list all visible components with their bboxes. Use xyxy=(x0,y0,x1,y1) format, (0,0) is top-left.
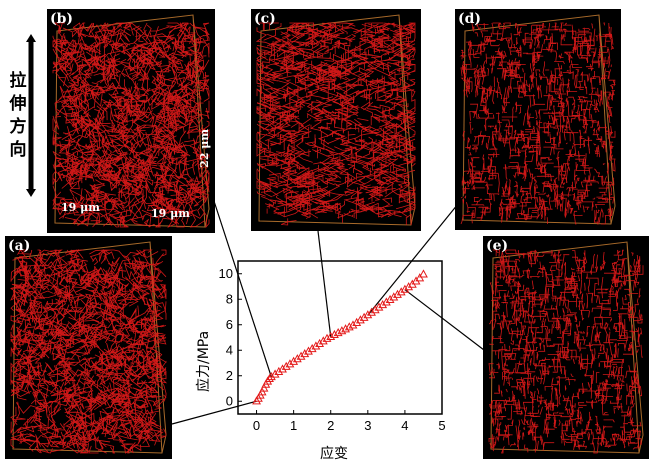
network-filaments-d xyxy=(459,22,616,225)
data-point xyxy=(329,329,339,339)
x-tick-label: 0 xyxy=(253,418,260,433)
data-point xyxy=(355,315,365,324)
y-tick-label: 4 xyxy=(226,342,233,357)
x-tick-label: 4 xyxy=(401,418,408,433)
data-point xyxy=(278,364,287,373)
data-point xyxy=(381,297,391,306)
data-point xyxy=(363,310,373,319)
panel-label-b: (b) xyxy=(50,11,74,27)
y-tick-label: 2 xyxy=(226,368,233,383)
data-point xyxy=(348,320,358,329)
data-point xyxy=(311,341,321,350)
data-point xyxy=(257,387,267,396)
data-point xyxy=(352,317,362,326)
data-point xyxy=(400,284,410,293)
width-dimension-label-left: 19 μm xyxy=(61,201,100,214)
panel-label-e: (e) xyxy=(486,238,509,254)
data-point xyxy=(322,333,332,342)
panel-a: (a) xyxy=(5,236,172,459)
x-axis-title: 应变 xyxy=(320,445,348,462)
data-point xyxy=(304,346,313,355)
x-tick-label: 1 xyxy=(290,418,297,433)
y-axis-title: 应力/MPa xyxy=(195,331,212,392)
network-filaments-b xyxy=(52,22,210,229)
network-filaments-a xyxy=(9,249,168,454)
network-filaments-e xyxy=(488,249,644,454)
data-point xyxy=(404,282,414,291)
x-tick-label: 2 xyxy=(327,418,334,433)
panel-label-a: (a) xyxy=(8,238,31,254)
panel-b: (b) 22 μm 19 μm 19 μm xyxy=(47,9,215,233)
panel-c: (c) xyxy=(251,9,421,231)
data-point xyxy=(266,371,276,381)
data-point xyxy=(307,343,317,353)
data-point xyxy=(378,299,388,309)
x-tick-label: 5 xyxy=(438,418,445,433)
data-point xyxy=(370,305,380,314)
data-point xyxy=(296,351,306,360)
data-point xyxy=(359,312,369,321)
stretch-direction-label: 拉伸方向 xyxy=(9,71,27,160)
connector-line-a xyxy=(171,400,257,425)
y-tick-label: 8 xyxy=(226,291,233,306)
data-point xyxy=(341,324,351,333)
data-point xyxy=(385,294,395,303)
data-point xyxy=(419,269,428,278)
connector-line-d xyxy=(367,182,476,316)
data-point xyxy=(333,327,343,337)
panel-e: (e) xyxy=(483,236,649,459)
y-tick-label: 6 xyxy=(226,317,233,332)
data-point xyxy=(337,326,347,335)
y-tick-label: 10 xyxy=(219,266,233,281)
panel-label-d: (d) xyxy=(458,11,482,27)
data-point xyxy=(274,366,284,376)
data-point xyxy=(393,289,402,298)
connector-line-c xyxy=(317,230,332,337)
data-point xyxy=(367,307,376,316)
data-point xyxy=(396,287,406,296)
y-tick-label: 0 xyxy=(226,393,233,408)
data-point xyxy=(281,361,291,370)
data-point xyxy=(292,354,302,363)
data-point xyxy=(344,322,354,331)
panel-d: (d) xyxy=(455,9,621,230)
x-tick-label: 3 xyxy=(364,418,371,433)
data-point xyxy=(389,292,399,301)
data-point xyxy=(259,383,269,392)
data-point xyxy=(374,302,384,311)
panel-label-c: (c) xyxy=(254,11,276,27)
connector-line-e xyxy=(404,289,485,351)
data-point xyxy=(300,349,310,358)
network-filaments-c xyxy=(255,22,417,226)
data-point xyxy=(265,373,274,383)
plot-frame xyxy=(237,260,443,415)
data-point xyxy=(285,359,295,368)
data-point xyxy=(415,273,425,282)
data-point xyxy=(289,356,299,365)
width-dimension-label-right: 19 μm xyxy=(151,207,190,220)
data-point xyxy=(270,369,280,378)
data-point xyxy=(318,336,328,345)
connector-line-b xyxy=(212,197,272,378)
data-point xyxy=(326,331,336,340)
data-point xyxy=(315,338,325,347)
